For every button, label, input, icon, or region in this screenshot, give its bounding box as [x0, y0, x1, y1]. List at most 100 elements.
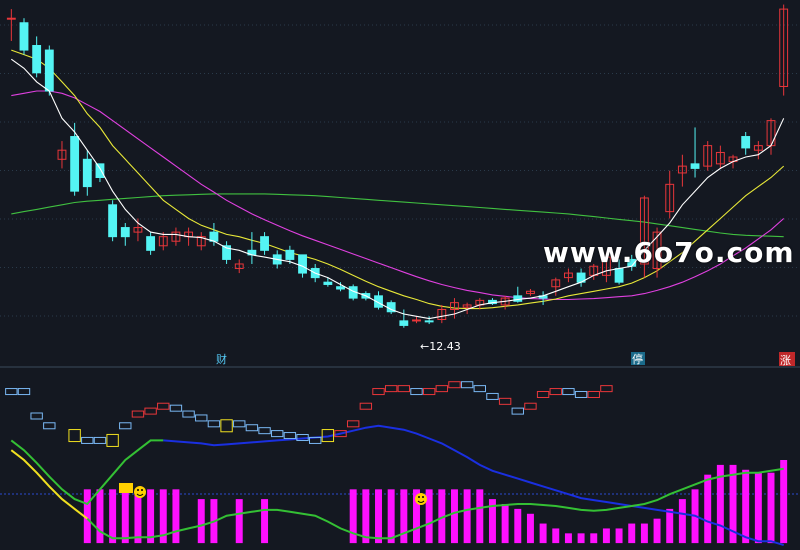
indicator-step	[448, 381, 461, 389]
indicator-step	[410, 388, 423, 396]
indicator-step	[233, 420, 246, 428]
candle-body	[222, 245, 231, 260]
indicator-bar	[96, 489, 104, 544]
marker-cai-label: 财	[216, 352, 227, 366]
indicator-bar	[678, 499, 686, 544]
candle-body	[462, 304, 472, 308]
candle-body	[741, 136, 751, 149]
indicator-step	[131, 410, 145, 418]
indicator-step	[169, 404, 183, 412]
indicator-bar	[349, 489, 357, 544]
candle-body	[32, 45, 42, 74]
indicator-bar	[729, 464, 737, 544]
candle-body	[614, 268, 624, 283]
candle-body	[652, 231, 662, 270]
candle-body	[260, 236, 269, 251]
indicator-step	[220, 419, 233, 433]
indicator-step	[195, 414, 208, 422]
candle-body	[703, 145, 713, 167]
candle-body	[424, 320, 434, 323]
indicator-bar	[526, 513, 534, 544]
indicator-step	[182, 410, 195, 418]
indicator-step	[93, 436, 107, 444]
indicator-step	[486, 392, 499, 400]
indicator-bar	[564, 533, 572, 544]
candle-body	[196, 236, 206, 247]
ma60-line	[11, 193, 784, 238]
indicator-bar	[754, 472, 762, 544]
candle-body	[779, 8, 789, 87]
candle-body	[171, 231, 181, 242]
indicator-step	[574, 390, 588, 398]
indicator-line-a-path	[163, 424, 784, 547]
indicator-bar	[780, 460, 788, 544]
candle-body	[753, 145, 763, 151]
indicator-bar	[666, 508, 674, 544]
marker-cai: 财	[215, 352, 229, 366]
candle-body	[450, 302, 459, 310]
candle-body	[133, 227, 143, 233]
ma5-path	[10, 58, 785, 320]
indicator-bar	[400, 489, 408, 544]
candle-body	[57, 149, 67, 160]
indicator-bar	[109, 489, 117, 544]
ma60-path	[11, 193, 784, 238]
indicator-step	[397, 385, 411, 393]
marker-zhang: 涨	[779, 352, 795, 367]
price-grid	[0, 24, 800, 317]
candle-body	[513, 295, 523, 302]
indicator-bar	[83, 489, 91, 544]
indicator-step	[511, 407, 524, 415]
indicator-bar	[134, 489, 142, 544]
candle-body	[285, 249, 295, 260]
indicator-line-a	[10, 424, 784, 547]
candle-body	[82, 158, 92, 188]
indicator-bar	[602, 528, 610, 544]
indicator-step	[144, 407, 157, 415]
marker-ting: 停	[631, 352, 645, 366]
indicator-steps	[5, 381, 613, 447]
indicator-step	[422, 388, 436, 396]
indicator-step	[296, 434, 309, 442]
indicator-step	[460, 381, 474, 389]
indicator-step	[157, 402, 170, 410]
indicator-bar	[716, 464, 724, 544]
candle-body	[412, 319, 421, 322]
ma10-path	[11, 49, 785, 310]
indicator-step	[17, 388, 31, 396]
indicator-step	[207, 420, 221, 428]
indicator-step	[30, 412, 43, 420]
indicator-bar	[463, 489, 471, 544]
indicator-bar	[362, 489, 370, 544]
indicator-step	[43, 422, 56, 430]
candle-body	[95, 163, 105, 179]
indicator-step	[549, 388, 562, 396]
marker-zhang-label: 涨	[780, 354, 791, 367]
indicator-bar	[653, 518, 661, 544]
indicator-bar	[147, 489, 155, 544]
indicator-bar	[235, 499, 243, 544]
indicator-step	[524, 402, 537, 410]
candle-body	[399, 320, 409, 326]
candle-body	[715, 151, 725, 165]
indicator-bar	[704, 474, 712, 544]
indicator-step	[587, 390, 600, 398]
candle-body	[665, 183, 675, 213]
indicator-step	[68, 429, 81, 443]
indicator-step	[271, 430, 284, 438]
indicator-bar	[640, 523, 648, 544]
indicator-line-a-path	[10, 439, 164, 506]
indicator-bars	[83, 460, 788, 544]
indicator-step	[81, 436, 94, 444]
candles	[6, 4, 789, 328]
indicator-bar	[628, 523, 636, 544]
indicator-step	[359, 402, 373, 410]
low-price-label: ←12.43	[420, 340, 461, 353]
indicator-step	[435, 385, 449, 393]
indicator-step	[498, 397, 512, 405]
candle-body	[564, 272, 573, 279]
indicator-line-b	[10, 449, 784, 540]
indicator-bar	[159, 489, 167, 544]
indicator-bar	[438, 489, 446, 544]
